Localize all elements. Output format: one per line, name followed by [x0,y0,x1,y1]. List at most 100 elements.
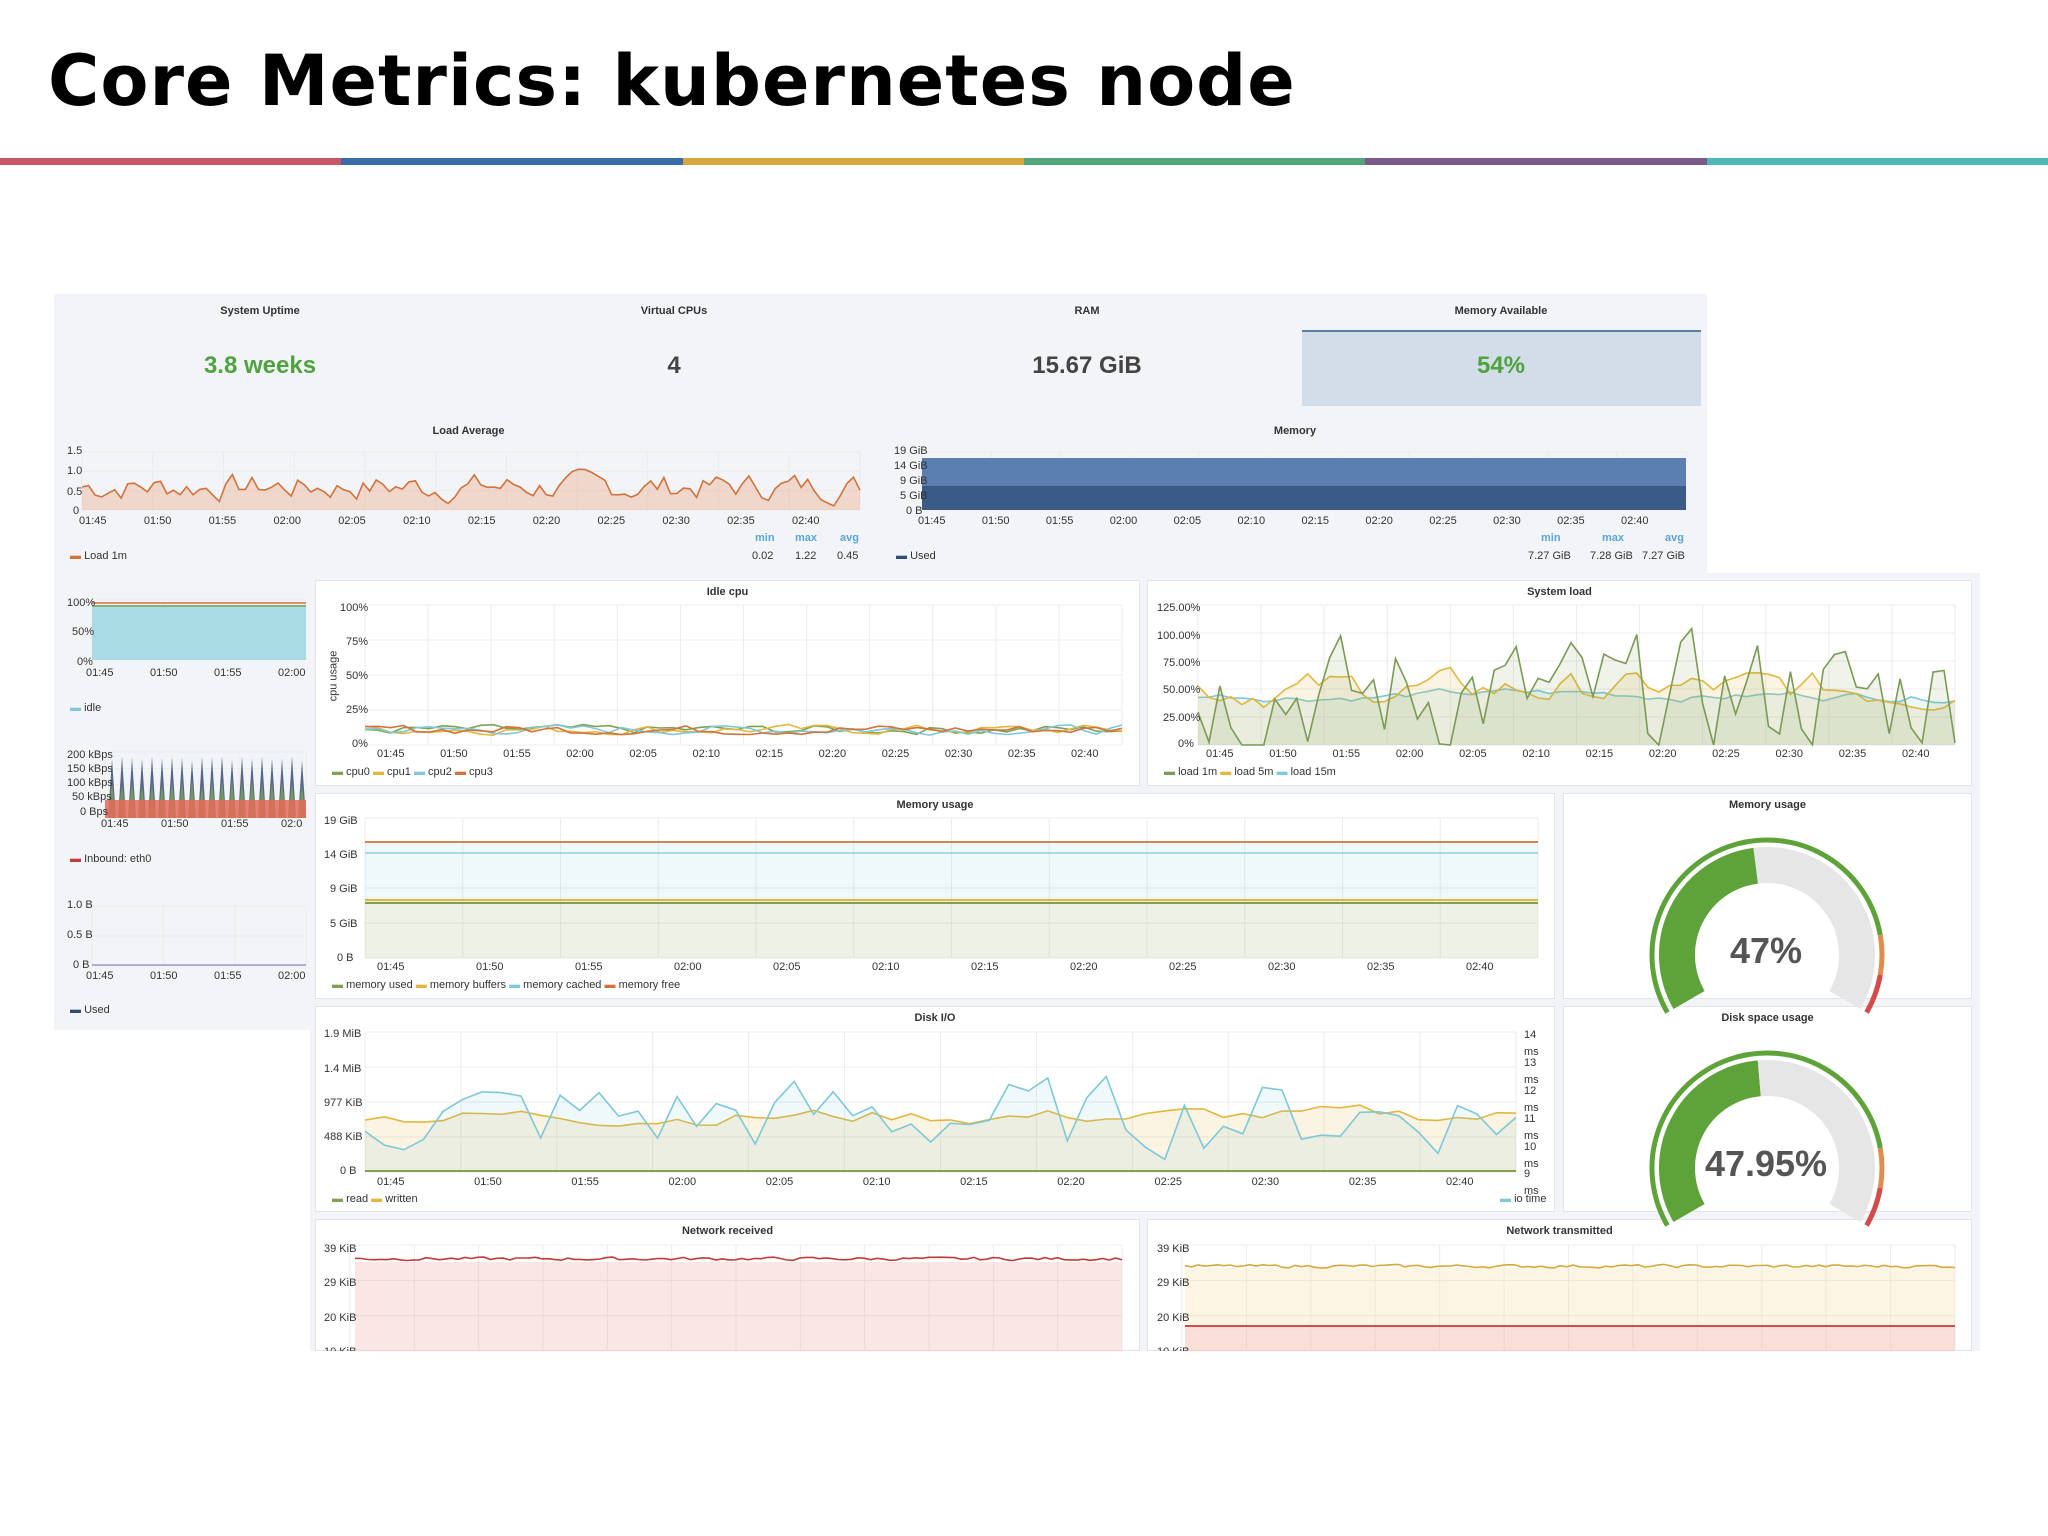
load-average-ytick: 1.5 [67,445,83,457]
time-tick: 02:05 [338,515,366,527]
left-used-ytick: 0 B [73,959,90,971]
disk-io-legend-right: ▬ io time [1500,1193,1547,1205]
memory-max-value: 7.28 GiB [1590,550,1633,562]
left-net-ytick: 0 Bps [80,806,109,818]
disk-io-ytick: 1.4 MiB [324,1063,362,1075]
system-load-ytick: 25.00% [1163,712,1201,724]
panel-net-received: Network received [315,1219,1140,1351]
memory-gauge-threshold-green [1649,837,1883,1014]
panel-title: Network received [681,1225,774,1237]
load-avg-label: avg [840,532,859,544]
time-tick: 01:45 [86,667,114,679]
disk-gauge-threshold-green [1649,1050,1883,1227]
idle-cpu-ytick: 100% [340,602,369,614]
time-tick: 02:35 [1367,961,1395,973]
left-used-legend-label: Used [84,1004,110,1016]
time-tick: 01:50 [440,748,468,760]
left-cpu-ytick: 100% [67,597,96,609]
time-tick: 02:00 [278,667,306,679]
load-min-value: 0.02 [752,550,774,562]
time-tick: 02:30 [1268,961,1296,973]
panel-title: System load [1527,586,1592,598]
net-received-ytick: 39 KiB [324,1243,357,1255]
net-transmitted-ytick: 20 KiB [1157,1312,1190,1324]
disk-io-ytick: 0 B [340,1165,357,1177]
load-average-ytick: 1.0 [67,465,83,477]
time-tick: 02:00 [273,515,301,527]
time-tick: 01:50 [1269,748,1297,760]
idle-cpu-ytick: 75% [346,636,369,648]
left-used-ytick: 0.5 B [67,929,93,941]
time-tick: 02:30 [1251,1176,1280,1188]
disk-io-ytick-right: 12 [1524,1085,1537,1097]
load5m-line-area [1198,667,1955,745]
stat-ram-label: RAM [1074,305,1100,317]
cpu-line [364,724,1123,736]
stripe-segment [0,158,342,165]
legend-cpu3: cpu3 [469,766,493,778]
time-tick: 01:45 [377,961,405,973]
net-received-ytick: 29 KiB [324,1277,357,1289]
legend-io-time: io time [1514,1193,1547,1205]
time-tick: 01:45 [1206,748,1234,760]
time-tick: 01:50 [150,667,178,679]
memory-usage-legend: ▬ memory used ▬ memory buffers ▬ memory … [332,979,681,991]
disk-gauge-threshold-orange [1877,1147,1885,1189]
time-tick: 02:25 [1712,748,1740,760]
load-average-legend: ▬ Load 1m [70,550,127,562]
time-tick: 02:15 [467,515,496,527]
memory-gauge-empty [1753,847,1875,1009]
disk-io-ytick: 977 KiB [324,1097,363,1109]
iotime-line-area [365,1076,1516,1172]
left-net-legend-label: Inbound: eth0 [84,853,152,865]
left-net-ytick: 100 kBps [67,777,113,789]
time-tick: 01:50 [476,961,504,973]
legend-cpu1: cpu1 [387,766,411,778]
slide-title: Core Metrics: kubernetes node [48,40,1296,122]
left-used-ytick: 1.0 B [67,899,93,911]
panel-title: Memory usage [896,799,974,811]
time-tick: 02:20 [1057,1176,1085,1188]
time-tick: 01:55 [575,961,603,973]
time-tick: 01:45 [79,515,107,527]
time-tick: 02:20 [1070,961,1098,973]
idle-cpu-ytick: 0% [352,738,368,750]
disk-io-ytick-right: 10 [1524,1141,1537,1153]
stat-memavail-value: 54% [1476,352,1526,379]
left-net-legend: ▬ Inbound: eth0 [70,853,152,865]
net-tx-line [1184,1263,1956,1269]
disk-io-ytick: 488 KiB [324,1131,363,1143]
legend-load5m: load 5m [1234,766,1274,778]
panel-title: Idle cpu [706,586,749,598]
net-received-ytick: 20 KiB [324,1312,357,1324]
load1m-line [1197,626,1956,747]
time-tick: 02:25 [1169,961,1197,973]
system-load-legend: ▬ load 1m ▬ load 5m ▬ load 15m [1164,766,1336,778]
legend-mem-used: memory used [346,979,413,991]
panel-title: Memory usage [1728,799,1807,811]
load-max-value: 1.22 [795,550,817,562]
net-received-line [354,1256,1123,1262]
time-tick: 01:55 [208,515,237,527]
time-tick: 02:00 [278,970,306,982]
time-tick: 02:10 [403,515,431,527]
time-tick: 02:00 [668,1176,697,1188]
disk-io-ytick-right: 9 [1524,1168,1531,1180]
time-tick: 01:55 [214,667,242,679]
load-1m-line [81,468,861,507]
panel-net-transmitted: Network transmitted [1147,1219,1972,1351]
time-tick: 02:40 [1902,748,1930,760]
time-tick: 02:0 [281,818,303,830]
net-base-area [105,800,306,818]
time-tick: 02:10 [862,1176,891,1188]
written-line-area [365,1105,1516,1172]
time-tick: 02:25 [1429,515,1457,527]
load15m-line [1197,687,1956,704]
cpu-line [364,723,1123,737]
color-stripe [0,158,2048,165]
time-tick: 01:45 [377,1176,405,1188]
time-tick: 02:15 [755,748,784,760]
disk-io-ytick-right: ms [1524,1074,1539,1086]
time-tick: 02:35 [1838,748,1867,760]
